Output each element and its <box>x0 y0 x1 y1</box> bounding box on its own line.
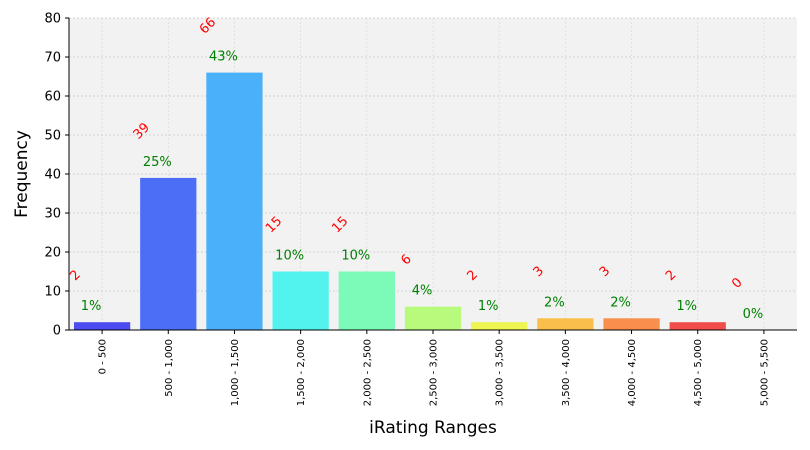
y-tick-label: 80 <box>44 12 61 27</box>
x-tick-label: 500 - 1,000 <box>164 339 175 397</box>
percent-label: 43% <box>209 50 238 65</box>
x-tick-label: 1,500 - 2,000 <box>296 339 307 406</box>
percent-label: 1% <box>81 299 102 314</box>
y-tick-label: 70 <box>44 51 61 66</box>
y-axis-ticks: 0 10 20 30 40 50 60 70 80 <box>44 12 69 339</box>
y-tick-label: 50 <box>44 129 61 144</box>
percent-label: 25% <box>143 155 172 170</box>
bar <box>73 322 131 330</box>
x-tick-label: 2,500 - 3,000 <box>429 339 440 406</box>
percent-label: 2% <box>610 295 631 310</box>
bar <box>471 322 528 330</box>
x-tick-label: 4,500 - 5,000 <box>693 339 704 406</box>
bar <box>272 271 329 330</box>
y-tick-label: 30 <box>44 207 61 222</box>
percent-label: 1% <box>676 299 697 314</box>
y-tick-label: 40 <box>44 168 61 183</box>
y-tick-label: 0 <box>53 324 61 339</box>
x-tick-label: 3,000 - 3,500 <box>495 339 506 406</box>
percent-label: 4% <box>412 284 433 299</box>
bar <box>206 72 263 330</box>
x-tick-label: 0 - 500 <box>98 339 109 374</box>
x-axis-ticks: 0 - 500 500 - 1,000 1,000 - 1,500 1,500 - 2… <box>98 330 770 406</box>
x-axis-title: iRating Ranges <box>369 418 497 438</box>
bar <box>603 318 660 330</box>
x-tick-label: 3,500 - 4,000 <box>561 339 572 406</box>
percent-label: 0% <box>743 307 764 322</box>
y-tick-label: 10 <box>44 285 61 300</box>
x-tick-label: 1,000 - 1,500 <box>230 339 241 406</box>
y-tick-label: 20 <box>44 246 61 261</box>
percent-label: 10% <box>341 249 370 264</box>
bar <box>140 177 197 330</box>
percent-label: 2% <box>544 295 565 310</box>
y-tick-label: 60 <box>44 90 61 105</box>
x-tick-label: 2,000 - 2,500 <box>362 339 373 406</box>
percent-label: 1% <box>478 299 499 314</box>
bar <box>537 318 594 330</box>
bar <box>404 306 462 330</box>
bar <box>669 322 726 330</box>
bars <box>73 72 726 330</box>
y-axis-title: Frequency <box>12 130 32 218</box>
x-tick-label: 5,000 - 5,500 <box>759 339 770 406</box>
bar <box>338 271 395 330</box>
percent-label: 10% <box>275 249 304 264</box>
x-tick-label: 4,000 - 4,500 <box>627 339 638 406</box>
